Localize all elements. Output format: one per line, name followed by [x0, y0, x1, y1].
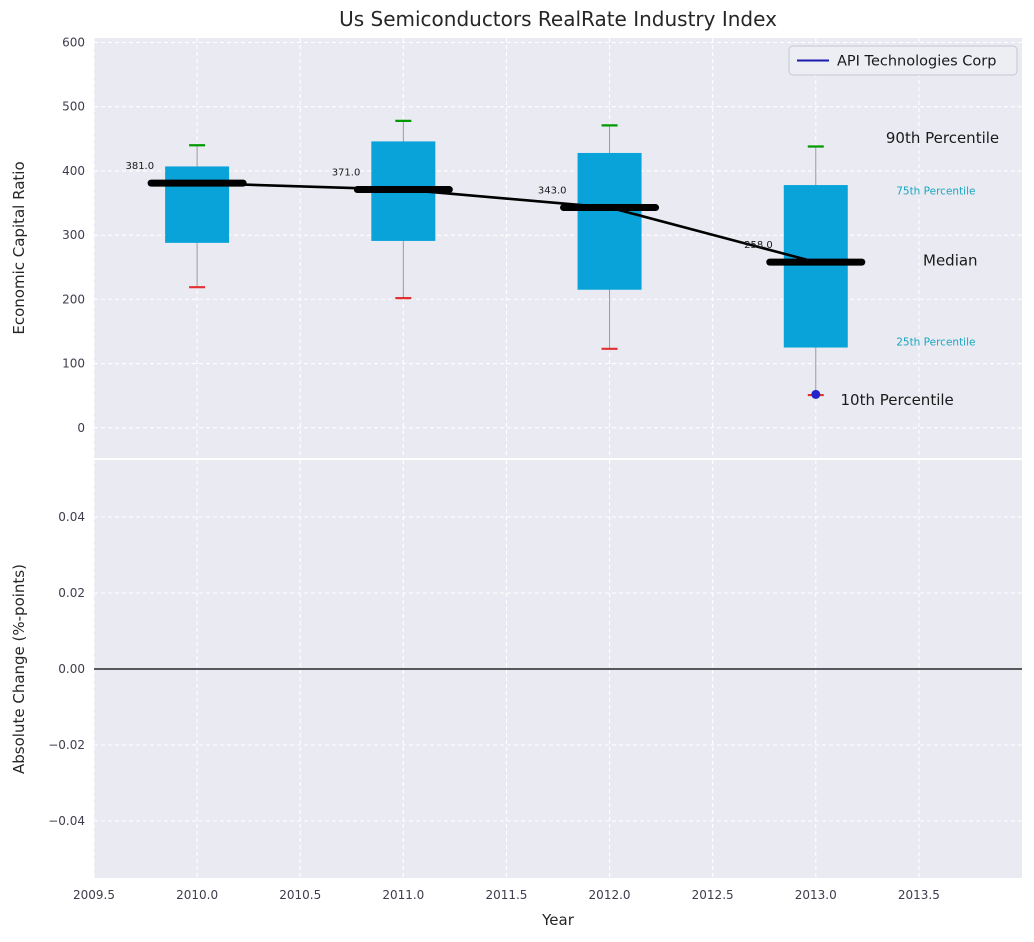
legend-box — [788, 45, 1018, 76]
company-data-point — [811, 389, 821, 399]
median-value-label: 343.0 — [538, 186, 567, 197]
percentile-annotation: 90th Percentile — [886, 129, 999, 147]
iqr-box — [165, 166, 230, 243]
median-trend-line — [197, 181, 817, 264]
y-axis-label-bottom: Absolute Change (%-points) — [10, 564, 28, 774]
y-tick-label-top: 100 — [62, 357, 85, 371]
x-tick-label: 2012.0 — [589, 888, 631, 902]
x-tick-label: 2011.0 — [382, 888, 424, 902]
percentile-annotation: 25th Percentile — [896, 336, 975, 348]
median-value-label: 381.0 — [125, 161, 154, 172]
y-tick-label-top: 400 — [62, 164, 85, 178]
iqr-box — [783, 185, 848, 348]
x-tick-label: 2013.0 — [795, 888, 837, 902]
top-plot-background — [94, 38, 1022, 458]
y-tick-label-bottom: 0.00 — [58, 662, 85, 676]
y-tick-label-bottom: 0.04 — [58, 510, 85, 524]
x-tick-label: 2010.0 — [176, 888, 218, 902]
y-tick-label-top: 600 — [62, 35, 85, 49]
x-axis-label: Year — [541, 911, 575, 929]
median-value-label: 258.0 — [744, 240, 773, 251]
y-axis-label-top: Economic Capital Ratio — [10, 161, 28, 334]
y-tick-label-bottom: 0.02 — [58, 586, 85, 600]
x-tick-label: 2010.5 — [279, 888, 321, 902]
x-tick-label: 2011.5 — [485, 888, 527, 902]
x-tick-label: 2009.5 — [73, 888, 115, 902]
y-tick-label-top: 0 — [77, 421, 85, 435]
x-tick-label: 2012.5 — [692, 888, 734, 902]
y-tick-label-top: 300 — [62, 228, 85, 242]
percentile-annotation: Median — [923, 251, 978, 269]
y-tick-label-top: 200 — [62, 292, 85, 306]
percentile-annotation: 75th Percentile — [896, 186, 975, 198]
y-tick-label-top: 500 — [62, 100, 85, 114]
chart-title: Us Semiconductors RealRate Industry Inde… — [339, 7, 777, 31]
y-tick-label-bottom: −0.02 — [48, 738, 85, 752]
y-tick-label-bottom: −0.04 — [48, 814, 85, 828]
percentile-annotation: 10th Percentile — [841, 391, 954, 409]
legend-label: API Technologies Corp — [837, 54, 996, 70]
median-value-label: 371.0 — [332, 168, 361, 179]
iqr-box — [577, 152, 642, 290]
x-tick-label: 2013.5 — [898, 888, 940, 902]
